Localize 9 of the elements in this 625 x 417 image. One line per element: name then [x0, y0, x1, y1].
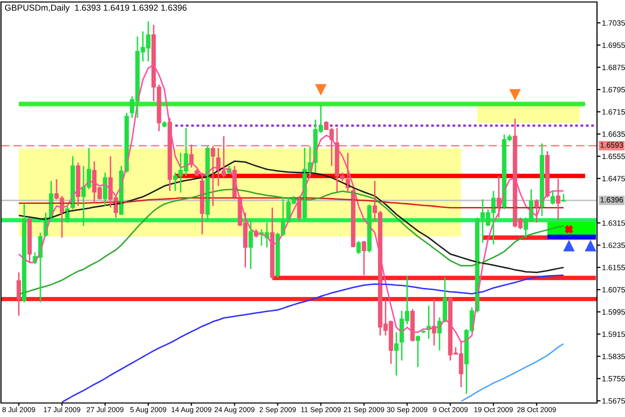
chart-title: GBPUSDm,Daily 1.6393 1.6419 1.6392 1.6396: [5, 4, 187, 12]
point: [564, 225, 573, 234]
point: [510, 89, 520, 100]
line-series: [18, 64, 564, 343]
line-series: [61, 274, 564, 403]
point: [564, 240, 574, 252]
line-series: [460, 343, 564, 402]
point: [315, 84, 326, 95]
point: [585, 240, 596, 252]
